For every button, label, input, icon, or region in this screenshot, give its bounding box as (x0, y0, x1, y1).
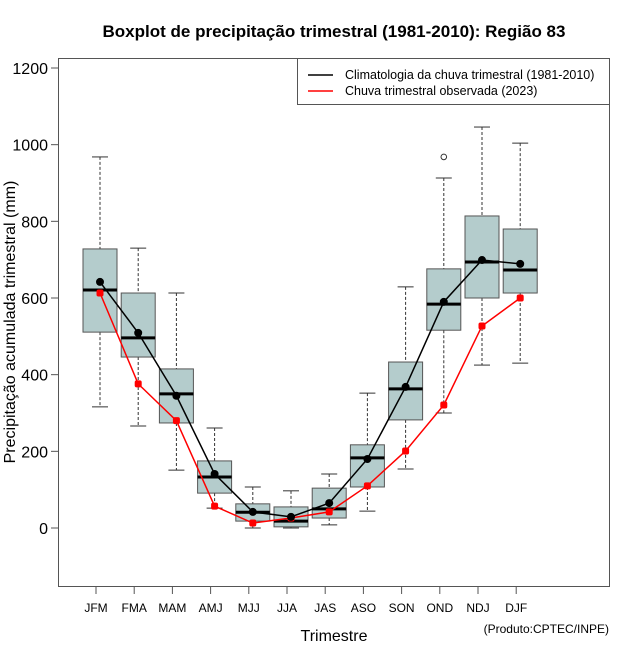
data-point (440, 401, 448, 409)
x-tick-label: JFM (84, 601, 107, 615)
x-tick-label: MAM (158, 601, 186, 615)
legend-box (297, 58, 610, 105)
x-tick-label: ASO (351, 601, 376, 615)
data-point (210, 469, 219, 478)
data-point (325, 508, 333, 516)
box-iqr (349, 444, 385, 488)
x-tick-label: JAS (314, 601, 336, 615)
x-axis-label: Trimestre (301, 628, 368, 645)
y-axis-label: Precipitação acumulada trimestral (mm) (2, 181, 19, 464)
data-point (363, 482, 371, 490)
y-axis: 0 200 400 600 800 1000 1200 (12, 61, 58, 538)
box-aso (349, 392, 385, 512)
box-son (388, 286, 424, 470)
series-layer (96, 256, 525, 527)
x-tick-label: OND (426, 601, 453, 615)
data-point (478, 322, 486, 330)
box-fma (120, 247, 156, 427)
data-point (134, 328, 143, 337)
outlier-point (440, 153, 448, 161)
data-point (172, 391, 181, 400)
data-point (134, 380, 142, 388)
data-point (172, 417, 180, 425)
x-tick-label: JJA (277, 601, 297, 615)
x-tick-label: FMA (122, 601, 147, 615)
y-tick-label: 800 (21, 214, 48, 231)
y-tick-label: 200 (21, 444, 48, 461)
data-point (287, 512, 295, 521)
boxes-layer (82, 126, 538, 529)
box-mam (158, 292, 194, 471)
series-line (99, 292, 521, 524)
data-point (325, 499, 334, 508)
data-point (248, 507, 257, 516)
data-point (516, 259, 525, 268)
legend: Climatologia da chuva trimestral (1981-2… (297, 58, 610, 105)
x-tick-label: NDJ (466, 601, 489, 615)
data-point (439, 297, 448, 306)
data-point (363, 455, 372, 463)
y-tick-label: 600 (21, 291, 48, 308)
series-line (99, 259, 521, 518)
box-iqr (388, 361, 424, 421)
box-ond (426, 153, 462, 414)
legend-label-observed: Chuva trimestral observada (2023) (345, 84, 537, 98)
data-point (96, 277, 104, 286)
box-amj (197, 427, 233, 509)
data-point (516, 294, 524, 302)
y-tick-label: 1200 (12, 61, 48, 78)
x-tick-label: AMJ (199, 601, 223, 615)
data-point (478, 256, 486, 265)
data-point (211, 502, 219, 510)
box-iqr (120, 292, 156, 358)
series-climatology (96, 256, 525, 521)
x-tick-label: MJJ (238, 601, 260, 615)
data-point (402, 447, 410, 455)
y-tick-label: 0 (39, 521, 48, 538)
data-point (249, 519, 257, 527)
y-tick-label: 1000 (12, 138, 48, 155)
chart-title: Boxplot de precipitação trimestral (1981… (103, 22, 566, 41)
credit-text: (Produto:CPTEC/INPE) (484, 622, 609, 636)
box-djf (502, 142, 538, 364)
data-point (96, 289, 104, 297)
x-tick-label: SON (389, 601, 415, 615)
box-jja (273, 490, 309, 529)
data-point (401, 382, 410, 391)
x-axis: JFM FMA MAM AMJ MJJ JJA JAS ASO SON OND NDJ DJF (84, 587, 527, 615)
legend-label-climatology: Climatologia da chuva trimestral (1981-2… (345, 68, 594, 82)
y-tick-label: 400 (21, 368, 48, 385)
x-tick-label: DJF (505, 601, 527, 615)
